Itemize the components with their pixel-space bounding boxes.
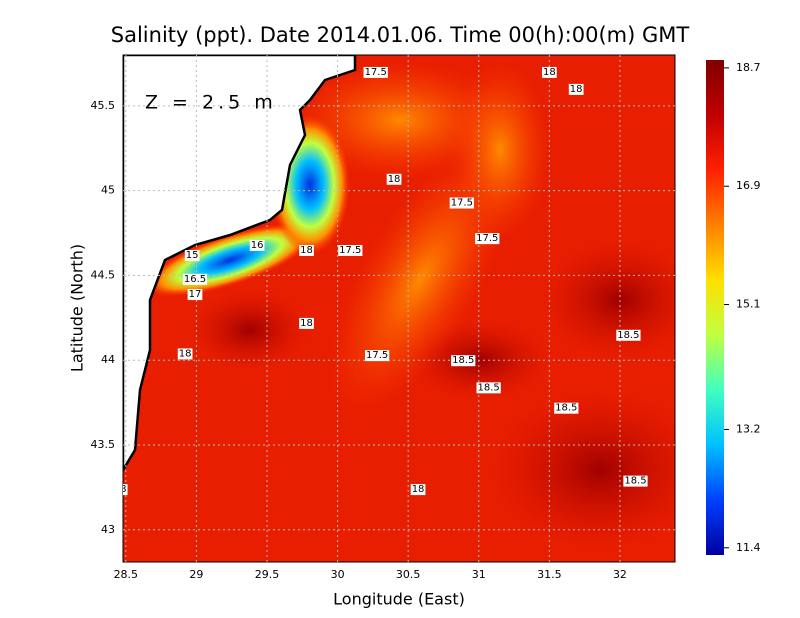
contour-label: 18.5 [452, 355, 474, 366]
depth-annotation: Z = 2.5 m [145, 92, 277, 114]
contour-label-box [616, 329, 641, 341]
contour-label: 16 [251, 240, 264, 251]
x-tick-label: 30.5 [396, 568, 421, 581]
contour-label-box [177, 348, 193, 360]
land [123, 55, 357, 473]
contour-label-box [475, 233, 500, 245]
contour-label: 18 [388, 174, 401, 185]
contour-label: 18.5 [555, 403, 577, 414]
field-shade [190, 290, 310, 370]
x-tick-label: 28.5 [114, 568, 139, 581]
contour-label: 18 [300, 318, 313, 329]
grid [123, 55, 675, 562]
contour-label-box [182, 273, 208, 285]
x-tick-label: 30 [331, 568, 345, 581]
colorbar-tick-label: 18.7 [736, 61, 761, 74]
contour-label-box [299, 317, 314, 329]
contour-label: 18 [179, 348, 192, 359]
plot-frame [122, 54, 676, 563]
contour-label-box [554, 402, 579, 414]
x-tick-label: 29.5 [255, 568, 280, 581]
contour-label: 18 [543, 67, 556, 78]
contour-label: 17.5 [339, 245, 361, 256]
contour-label: 18.5 [478, 382, 500, 393]
contour-label-box [451, 355, 476, 367]
contour-label-box [184, 250, 200, 262]
contour-label: 17.5 [366, 350, 388, 361]
contour-label-box [476, 382, 501, 394]
contour-label: 17.5 [451, 198, 473, 209]
y-tick-label: 44.5 [91, 268, 116, 281]
x-tick-label: 29 [189, 568, 203, 581]
colorbar [706, 60, 724, 555]
field-shade [490, 390, 675, 550]
contour-label: 17 [189, 289, 202, 300]
colorbar-tick-label: 11.4 [736, 541, 761, 554]
contour-label: 18 [412, 484, 425, 495]
contour-label-box [364, 350, 390, 362]
field [123, 55, 675, 562]
contour-label-box [449, 197, 474, 209]
contour-label-box [187, 289, 203, 301]
x-tick-label: 31 [472, 568, 486, 581]
colorbar-tick-label: 13.2 [736, 422, 761, 435]
contour-label: 17.5 [365, 67, 387, 78]
contour-label: 18 [570, 84, 583, 95]
contour-label: 18.5 [624, 476, 646, 487]
contour-label: 18 [114, 484, 127, 495]
contour-label: 15 [186, 250, 199, 261]
contour-label: 18 [300, 245, 313, 256]
colorbar-tick-label: 16.9 [736, 179, 761, 192]
y-tick-label: 45 [101, 184, 115, 197]
contour-label-box [249, 239, 265, 251]
contour-label-box [623, 475, 648, 487]
x-tick-label: 32 [613, 568, 627, 581]
y-tick-label: 44 [101, 353, 115, 366]
contour-label: 18.5 [617, 330, 639, 341]
x-tick-label: 31.5 [537, 568, 562, 581]
colorbar-tick-label: 15.1 [736, 298, 761, 311]
field-shade [450, 60, 550, 240]
contour-label-box [123, 484, 128, 496]
contour-label-box [410, 484, 426, 496]
contour-label: 17.5 [476, 233, 498, 244]
chart-title: Salinity (ppt). Date 2014.01.06. Time 00… [111, 23, 690, 47]
contour-label-box [363, 66, 388, 78]
contour-label-box [386, 173, 402, 185]
contour-label-box [338, 245, 363, 256]
y-tick-label: 43 [101, 523, 115, 536]
contour-labels: 17.5 18 18 18 17.5 17.5 18 17.5 16 15 16.5 17 18 18 17… [114, 66, 648, 496]
contour-label-box [568, 83, 584, 95]
contour-label: 16.5 [184, 274, 206, 285]
y-tick-label: 45.5 [91, 99, 116, 112]
x-axis-label: Longitude (East) [333, 590, 465, 609]
contour-label-box [299, 245, 314, 256]
field-shade [540, 240, 675, 360]
y-tick-label: 43.5 [91, 438, 116, 451]
contour-label-box [541, 66, 557, 78]
y-axis-label: Latitude (North) [68, 244, 87, 372]
